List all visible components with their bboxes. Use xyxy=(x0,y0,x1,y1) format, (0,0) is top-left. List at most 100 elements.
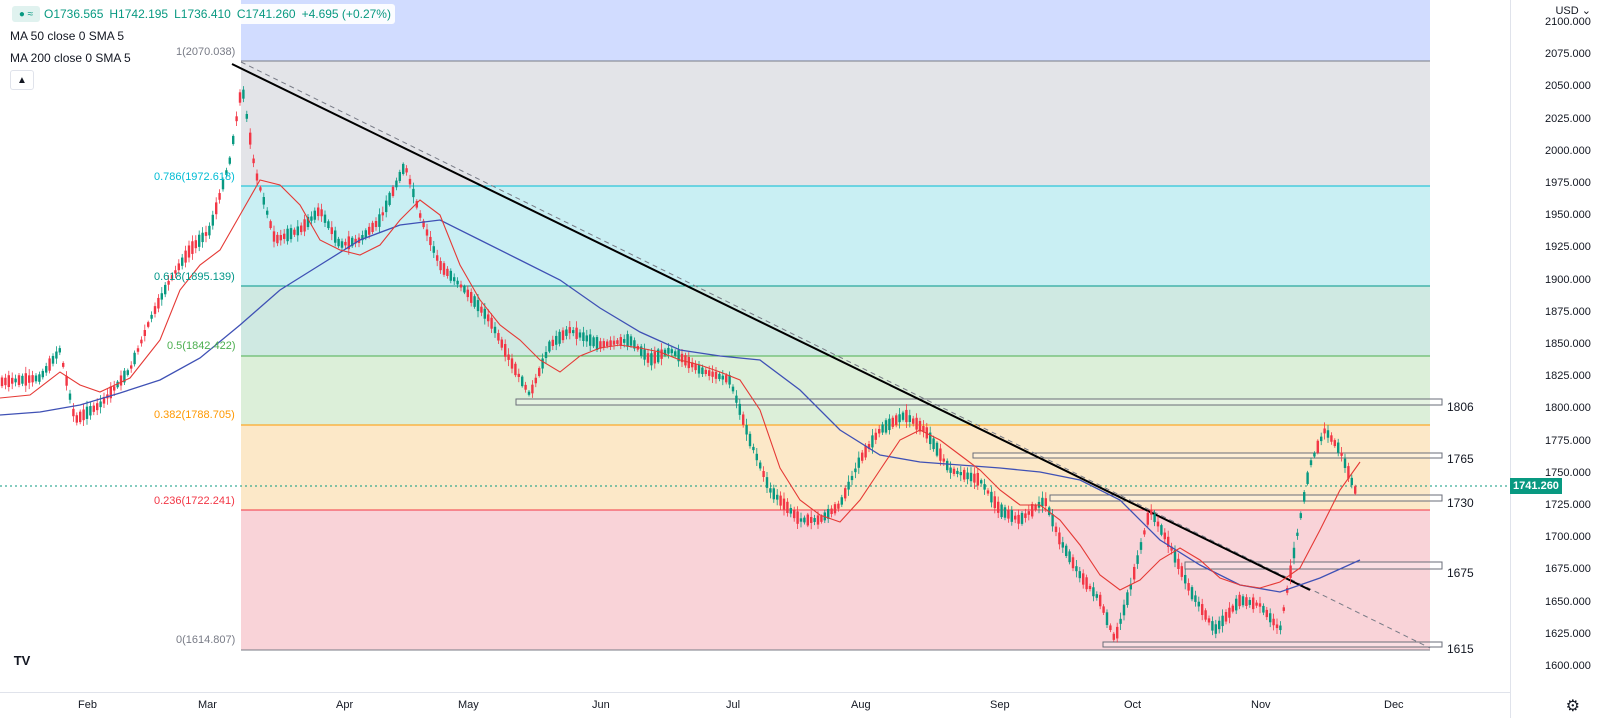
candle-body xyxy=(344,241,347,246)
candle-body xyxy=(130,365,133,369)
candle-body xyxy=(1041,497,1044,507)
candle-body xyxy=(4,377,7,386)
candle-body xyxy=(1170,546,1173,551)
ohlc-low: L1736.410 xyxy=(174,7,231,21)
candle-body xyxy=(337,238,340,247)
candle-body xyxy=(133,352,136,365)
candle-body xyxy=(269,221,272,229)
candle-body xyxy=(908,415,911,423)
candle-body xyxy=(1228,607,1231,618)
candle-body xyxy=(58,348,61,353)
candle-body xyxy=(606,341,609,347)
candle-body xyxy=(320,209,323,217)
candle-body xyxy=(721,375,724,380)
candle-body xyxy=(932,438,935,450)
candle-body xyxy=(1231,605,1234,612)
candle-body xyxy=(1354,486,1357,494)
candle-body xyxy=(643,349,646,360)
candle-body xyxy=(657,349,660,363)
candle-body xyxy=(697,365,701,374)
candle-body xyxy=(1218,620,1221,630)
price-tick: 1950.000 xyxy=(1545,209,1591,222)
candle-body xyxy=(347,236,350,250)
ohlc-change: +4.695 (+0.27%) xyxy=(301,7,391,21)
candle-body xyxy=(55,351,58,359)
candle-body xyxy=(150,314,153,319)
candle-body xyxy=(765,477,769,488)
candle-body xyxy=(306,216,310,228)
candle-body xyxy=(1112,633,1115,640)
time-axis[interactable]: Feb Mar Apr May Jun Jul Aug Sep Oct Nov Dec xyxy=(0,692,1510,719)
candle-body xyxy=(1330,435,1333,442)
candle-body xyxy=(626,334,629,347)
candle-body xyxy=(1245,597,1248,606)
candle-body xyxy=(31,375,34,383)
candle-body xyxy=(487,314,490,322)
candle-body xyxy=(116,381,119,388)
candle-body xyxy=(612,340,616,345)
ohlc-values: O1736.565 H1742.195 L1736.410 C1741.260 … xyxy=(44,7,391,21)
candle-body xyxy=(272,231,276,242)
candle-body xyxy=(544,351,548,359)
candle-body xyxy=(874,432,877,440)
collapse-legend-button[interactable]: ▲ xyxy=(10,70,34,90)
price-tick: 1900.000 xyxy=(1545,273,1591,286)
candle-body xyxy=(364,230,367,239)
candle-body xyxy=(453,277,456,282)
candle-body xyxy=(1088,585,1092,590)
candle-body xyxy=(181,257,184,266)
candle-body xyxy=(402,163,405,174)
candle-body xyxy=(789,508,792,514)
study-ma200-label[interactable]: MA 200 close 0 SMA 5 xyxy=(8,50,133,66)
candle-body xyxy=(1007,509,1010,519)
candle-body xyxy=(633,340,636,349)
ohlc-high: H1742.195 xyxy=(109,7,169,21)
eye-toggle-icon[interactable]: ● ≈ xyxy=(12,6,40,22)
candle-body xyxy=(1235,598,1238,611)
candle-body xyxy=(1204,610,1207,620)
candle-body xyxy=(1000,504,1003,518)
candle-body xyxy=(755,453,758,461)
price-axis[interactable]: USD ⌄ 2100.000 2075.000 2050.000 2025.000 20… xyxy=(1510,0,1600,718)
candle-body xyxy=(616,340,619,344)
tradingview-logo[interactable]: TV xyxy=(8,648,36,672)
candle-body xyxy=(507,354,510,360)
candle-body xyxy=(864,445,867,458)
candle-body xyxy=(748,433,752,447)
candle-body xyxy=(96,403,99,411)
candle-body xyxy=(72,408,75,417)
candle-body xyxy=(1048,507,1051,516)
last-price-tag: 1741.260 xyxy=(1510,478,1562,494)
candle-body xyxy=(708,370,711,376)
candle-body xyxy=(1275,624,1279,629)
candle-body xyxy=(1238,594,1241,607)
candle-body xyxy=(918,420,922,432)
candle-body xyxy=(123,370,126,383)
gear-icon[interactable]: ⚙ xyxy=(1565,698,1580,715)
currency-selector[interactable]: USD ⌄ xyxy=(1555,4,1591,17)
study-ma50-label[interactable]: MA 50 close 0 SMA 5 xyxy=(8,28,127,44)
candle-body xyxy=(888,418,891,431)
candle-body xyxy=(446,268,449,276)
candle-body xyxy=(538,368,541,376)
candle-body xyxy=(619,337,622,346)
candle-body xyxy=(1286,588,1289,593)
candle-body xyxy=(1241,596,1245,606)
candle-body xyxy=(820,516,823,522)
candle-body xyxy=(293,229,296,235)
price-chart[interactable] xyxy=(0,0,1510,692)
fib-zone-above xyxy=(241,0,1430,61)
candle-body xyxy=(442,263,446,275)
candle-body xyxy=(895,415,898,426)
candle-body xyxy=(1099,594,1102,607)
candle-body xyxy=(436,255,439,261)
candle-body xyxy=(898,414,901,423)
candle-body xyxy=(973,473,976,483)
candle-body xyxy=(1252,597,1255,610)
candle-body xyxy=(1061,542,1064,548)
candle-body xyxy=(1068,551,1071,563)
price-tick: 1650.000 xyxy=(1545,595,1591,608)
candle-body xyxy=(1071,557,1075,569)
candle-body xyxy=(361,235,364,241)
candle-body xyxy=(136,348,140,352)
